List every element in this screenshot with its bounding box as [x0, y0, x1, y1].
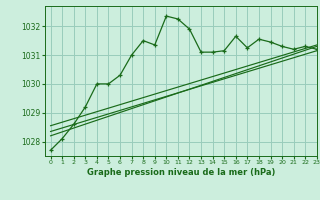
X-axis label: Graphe pression niveau de la mer (hPa): Graphe pression niveau de la mer (hPa) — [87, 168, 275, 177]
